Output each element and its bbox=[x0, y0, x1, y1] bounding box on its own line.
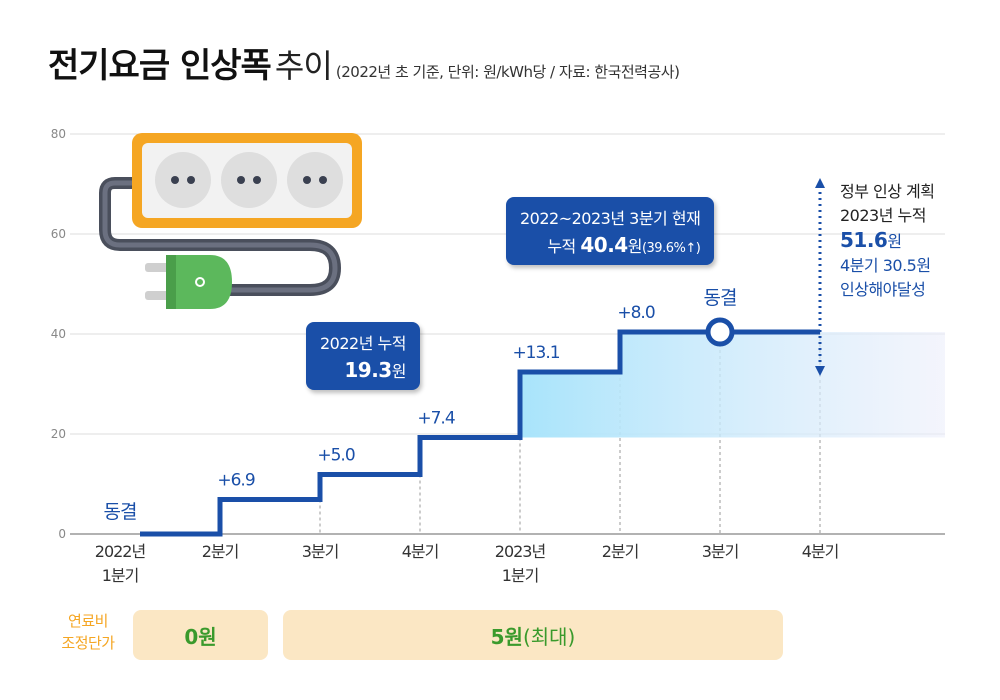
plan-line5: 인상해야달성 bbox=[840, 280, 926, 299]
area-layer bbox=[520, 332, 945, 438]
note-2022-value: 19.3 bbox=[344, 358, 392, 382]
note-2023-unit: 원 bbox=[627, 237, 643, 256]
note-2022-line1: 2022년 누적 bbox=[320, 334, 406, 353]
plan-arrow bbox=[815, 178, 825, 376]
step-label-6: 동결 bbox=[704, 287, 737, 309]
x-tick-label-6: 3분기 bbox=[702, 542, 739, 561]
plan-unit: 원 bbox=[887, 232, 902, 251]
step-label-3: +7.4 bbox=[417, 409, 454, 429]
series-line-cumulative bbox=[140, 329, 820, 537]
step-label-0: 동결 bbox=[104, 501, 137, 523]
x-tick-label-4: 2023년 1분기 bbox=[495, 542, 546, 585]
fuel-box-2023-paren: (최대) bbox=[522, 624, 576, 649]
note-2023-box: 2022~2023년 3분기 현재 누적 40.4원(39.6%↑) bbox=[506, 197, 715, 265]
note-2023-prefix: 누적 bbox=[547, 237, 581, 256]
step-label-4: +13.1 bbox=[512, 343, 559, 363]
y-tick-label-20: 20 bbox=[51, 427, 66, 441]
note-2022-box: 2022년 누적 19.3원 bbox=[306, 322, 420, 390]
note-2022-unit: 원 bbox=[391, 362, 407, 381]
freeze-marker bbox=[705, 317, 735, 347]
cumulative-area bbox=[520, 332, 945, 438]
step-label-1: +6.9 bbox=[217, 471, 254, 491]
y-tick-label-0: 0 bbox=[58, 527, 66, 541]
title-light: 추이 bbox=[274, 47, 333, 85]
x-tick-label-1: 2분기 bbox=[202, 542, 239, 561]
y-tick-label-40: 40 bbox=[51, 327, 66, 341]
fuel-box-2023-value: 5원 bbox=[490, 624, 523, 649]
chart-title: 전기요금 인상폭 추이 (2022년 초 기준, 단위: 원/kWh당 / 자료… bbox=[48, 38, 680, 87]
title-sub: (2022년 초 기준, 단위: 원/kWh당 / 자료: 한국전력공사) bbox=[335, 63, 680, 81]
x-tick-label-2: 3분기 bbox=[302, 542, 339, 561]
step-label-5: +8.0 bbox=[617, 303, 654, 323]
title-main: 전기요금 인상폭 bbox=[48, 46, 272, 86]
line-layer bbox=[140, 317, 820, 537]
step-label-2: +5.0 bbox=[317, 446, 354, 466]
fuel-label-line2: 조정단가 bbox=[61, 634, 115, 652]
note-2023-pct: (39.6%↑) bbox=[641, 241, 701, 256]
x-tick-label-5: 2분기 bbox=[602, 542, 639, 561]
fuel-label-line1: 연료비 bbox=[68, 612, 108, 630]
plan-line2: 2023년 누적 bbox=[840, 206, 926, 225]
fuel-box-2022: 0원 bbox=[133, 610, 268, 660]
plan-value: 51.6 bbox=[840, 228, 888, 252]
note-2023-line1: 2022~2023년 3분기 현재 bbox=[520, 209, 701, 228]
y-tick-label-80: 80 bbox=[51, 127, 66, 141]
fuel-box-2023: 5원 (최대) bbox=[283, 610, 783, 660]
note-2023-value: 40.4 bbox=[580, 233, 628, 257]
y-tick-label-60: 60 bbox=[51, 227, 66, 241]
fuel-cost-label: 연료비 조정단가 bbox=[48, 610, 128, 654]
label-layer: 2022년 1분기 2분기 3분기 4분기 2023년 1분기 2분기 3분기 4분기 동결 +6.9… bbox=[95, 287, 840, 585]
fuel-box-2022-value: 0원 bbox=[184, 624, 217, 649]
gov-plan-note: 정부 인상 계획 2023년 누적 51.6원 4분기 30.5원 인상해야달성 bbox=[840, 180, 990, 302]
x-tick-label-3: 4분기 bbox=[402, 542, 439, 561]
power-strip-icon bbox=[99, 133, 362, 309]
plan-line1: 정부 인상 계획 bbox=[840, 182, 935, 201]
x-tick-label-0: 2022년 1분기 bbox=[95, 542, 146, 585]
plan-line4: 4분기 30.5원 bbox=[840, 256, 931, 275]
x-tick-label-7: 4분기 bbox=[802, 542, 839, 561]
